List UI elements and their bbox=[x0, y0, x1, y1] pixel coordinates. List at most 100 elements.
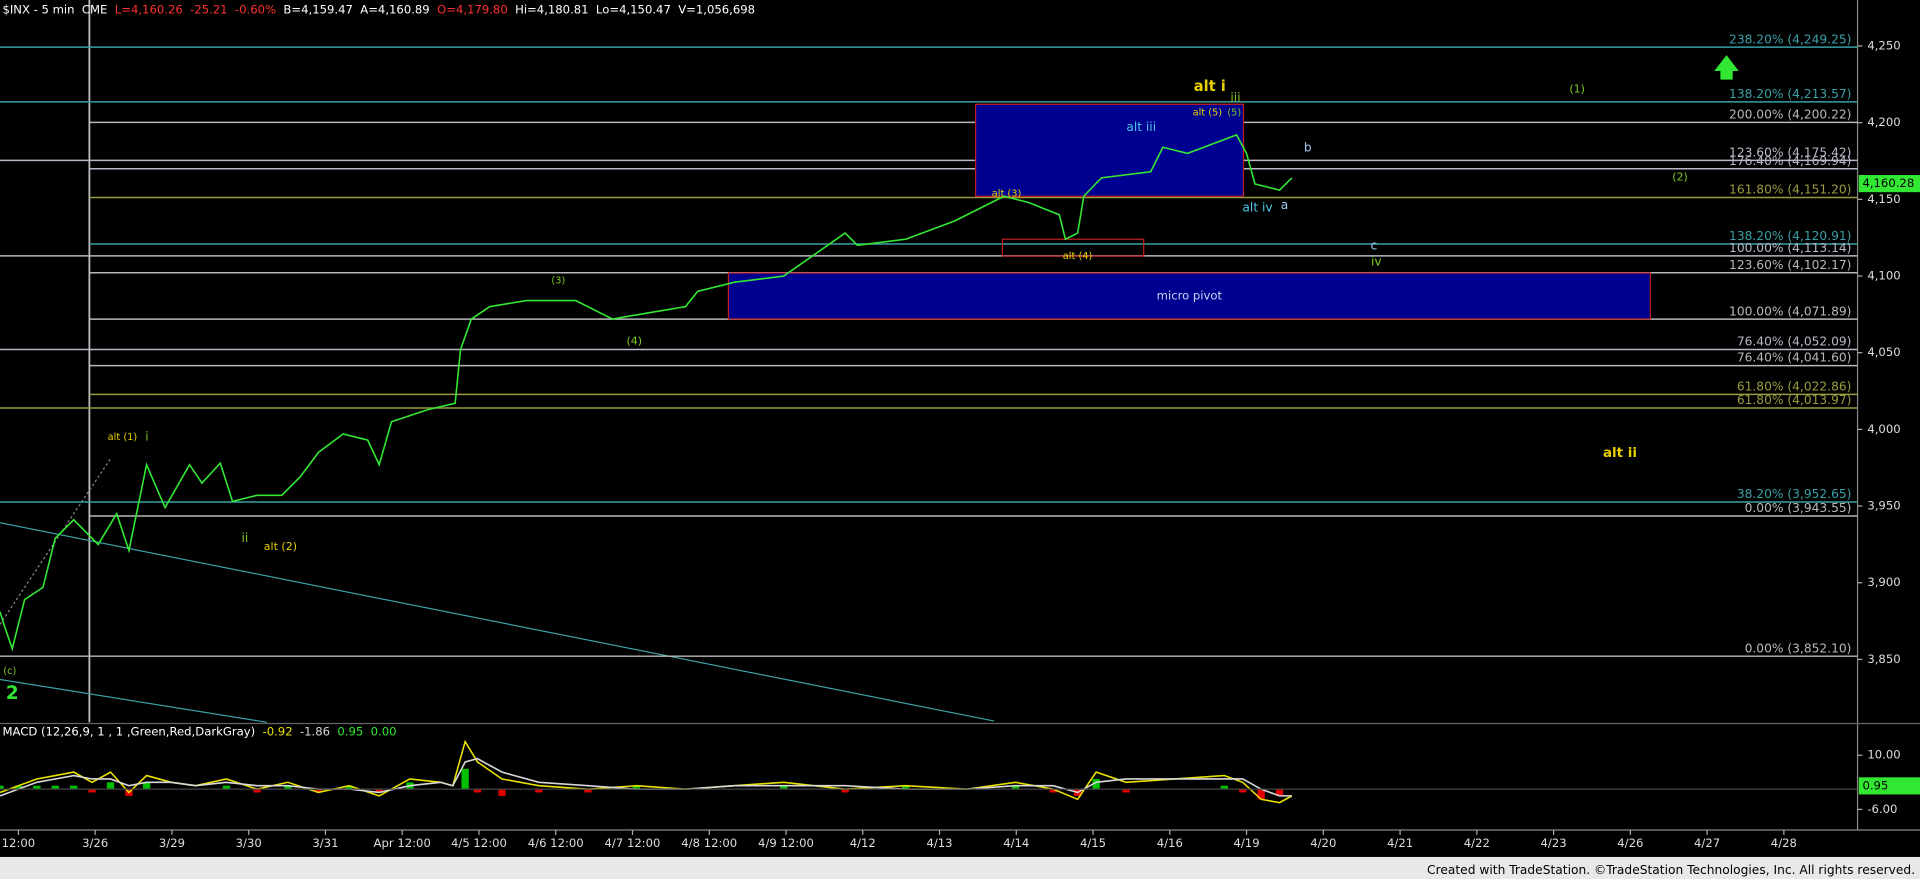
last-value-tag bbox=[1858, 175, 1920, 193]
wave-label: 2 bbox=[6, 683, 19, 704]
fib-level-label: 61.80% (4,013.97) bbox=[1737, 393, 1852, 407]
header-text: V=1,056,698 bbox=[678, 2, 755, 16]
header-text: Lo=4,150.47 bbox=[596, 2, 671, 16]
fib-level-label: 200.00% (4,200.22) bbox=[1729, 108, 1851, 122]
x-tick-label: 4/19 bbox=[1233, 836, 1259, 850]
macd-readout: -0.92 bbox=[263, 725, 293, 739]
wave-label: alt (3) bbox=[992, 188, 1022, 199]
x-tick-label: 4/9 12:00 bbox=[758, 836, 814, 850]
fib-level-label: 176.40% (4,169.94) bbox=[1729, 154, 1851, 168]
fib-level-label: 0.00% (3,943.55) bbox=[1745, 501, 1852, 515]
histogram-bar bbox=[1275, 789, 1284, 796]
header-text: -0.60% bbox=[235, 2, 276, 16]
wave-label: alt ii bbox=[1603, 446, 1637, 461]
histogram-bar bbox=[780, 785, 788, 790]
y-tick-label: 4,250 bbox=[1867, 39, 1900, 53]
x-tick-label: 4/16 bbox=[1157, 836, 1183, 850]
wave-label: alt iv bbox=[1242, 201, 1272, 215]
header-text: $INX - 5 min bbox=[2, 2, 74, 16]
fib-level-label: 76.40% (4,041.60) bbox=[1737, 351, 1852, 365]
histogram-bar bbox=[1011, 785, 1020, 790]
histogram-bar bbox=[1257, 789, 1265, 800]
histogram-bar bbox=[498, 789, 506, 796]
histogram-bar bbox=[222, 785, 231, 790]
histogram-bar bbox=[375, 789, 383, 793]
last-value-label: 4,160.28 bbox=[1862, 176, 1914, 190]
footer: Created with TradeStation. ©TradeStation… bbox=[1427, 863, 1915, 877]
fib-level-label: 123.60% (4,102.17) bbox=[1729, 258, 1851, 272]
y-tick-label: 4,100 bbox=[1867, 269, 1900, 283]
histogram-bar bbox=[88, 789, 96, 793]
wave-label: c bbox=[1371, 239, 1378, 253]
wave-label: (4) bbox=[626, 335, 642, 348]
wave-label: i bbox=[145, 430, 148, 444]
fib-level-label: 38.20% (3,952.65) bbox=[1737, 487, 1852, 501]
y-tick-label: 4,200 bbox=[1867, 115, 1900, 129]
x-tick-label: 4/5 12:00 bbox=[451, 836, 507, 850]
histogram-bar bbox=[14, 785, 23, 790]
x-tick-label: 3/29 bbox=[159, 836, 185, 850]
histogram-bar bbox=[142, 782, 151, 790]
histogram-bar bbox=[1122, 789, 1130, 793]
macd-readout: -1.86 bbox=[300, 725, 330, 739]
header-text: B=4,159.47 bbox=[283, 2, 352, 16]
wave-label: alt iii bbox=[1126, 120, 1156, 134]
fib-level-label: 161.80% (4,151.20) bbox=[1729, 183, 1851, 197]
wave-label: a bbox=[1281, 198, 1289, 212]
histogram-bar bbox=[1049, 789, 1057, 793]
wave-label: iv bbox=[1371, 254, 1382, 268]
fib-level-label: 100.00% (4,071.89) bbox=[1729, 304, 1851, 318]
price-line bbox=[0, 739, 1293, 804]
footer-bar bbox=[0, 856, 1920, 879]
up-arrow bbox=[1714, 55, 1739, 80]
fib-level-label: 123.60% (4,175.42) bbox=[1729, 146, 1851, 160]
fib-level-label: 76.40% (4,052.09) bbox=[1737, 335, 1852, 349]
price-line bbox=[0, 133, 1293, 652]
histogram-bar bbox=[902, 785, 910, 790]
histogram-bar bbox=[535, 789, 543, 793]
x-tick-label: 4/14 bbox=[1003, 836, 1029, 850]
zone bbox=[1001, 238, 1145, 257]
histogram-bar bbox=[253, 789, 261, 793]
x-tick-label: 12:00 bbox=[2, 836, 36, 850]
histogram-bar bbox=[1092, 778, 1100, 790]
x-tick-label: Apr 12:00 bbox=[374, 836, 431, 850]
y-tick-label: 4,000 bbox=[1867, 422, 1900, 436]
fib-level-label: 0.00% (3,852.10) bbox=[1745, 641, 1852, 655]
header-text: CME bbox=[82, 2, 108, 16]
zone bbox=[727, 272, 1651, 320]
zone-label: micro pivot bbox=[1157, 288, 1223, 302]
wave-label: alt i bbox=[1194, 78, 1226, 95]
histogram-bar bbox=[106, 782, 115, 790]
header-text: O=4,179.80 bbox=[437, 2, 508, 16]
histogram-bar bbox=[473, 789, 482, 793]
wave-label: alt (2) bbox=[264, 540, 297, 553]
histogram-bar bbox=[632, 785, 640, 790]
x-tick-label: 4/23 bbox=[1541, 836, 1567, 850]
y-tick-label: -6.00 bbox=[1867, 802, 1897, 816]
histogram-bar bbox=[51, 785, 59, 790]
header-text: L=4,160.26 bbox=[115, 2, 183, 16]
zone bbox=[974, 103, 1245, 197]
macd-readout: 0.00 bbox=[371, 725, 397, 739]
y-tick-label: 4,150 bbox=[1867, 192, 1900, 206]
wave-label: b bbox=[1304, 141, 1312, 155]
y-tick-label: 4,050 bbox=[1867, 345, 1900, 359]
histogram-bar bbox=[314, 789, 323, 793]
x-tick-label: 4/26 bbox=[1617, 836, 1643, 850]
x-tick-label: 4/7 12:00 bbox=[605, 836, 661, 850]
x-tick-label: 4/20 bbox=[1310, 836, 1336, 850]
histogram-bar bbox=[70, 785, 78, 790]
histogram-bar bbox=[0, 785, 4, 790]
x-tick-label: 4/6 12:00 bbox=[528, 836, 584, 850]
plot bbox=[0, 133, 1858, 804]
x-tick-label: 4/27 bbox=[1694, 836, 1720, 850]
header-text: A=4,160.89 bbox=[360, 2, 429, 16]
histogram-bar bbox=[345, 785, 353, 790]
y-tick-label: 10.00 bbox=[1867, 748, 1900, 762]
trendline bbox=[0, 522, 995, 722]
wave-label: alt (1) bbox=[108, 432, 138, 443]
trendline bbox=[0, 678, 268, 723]
